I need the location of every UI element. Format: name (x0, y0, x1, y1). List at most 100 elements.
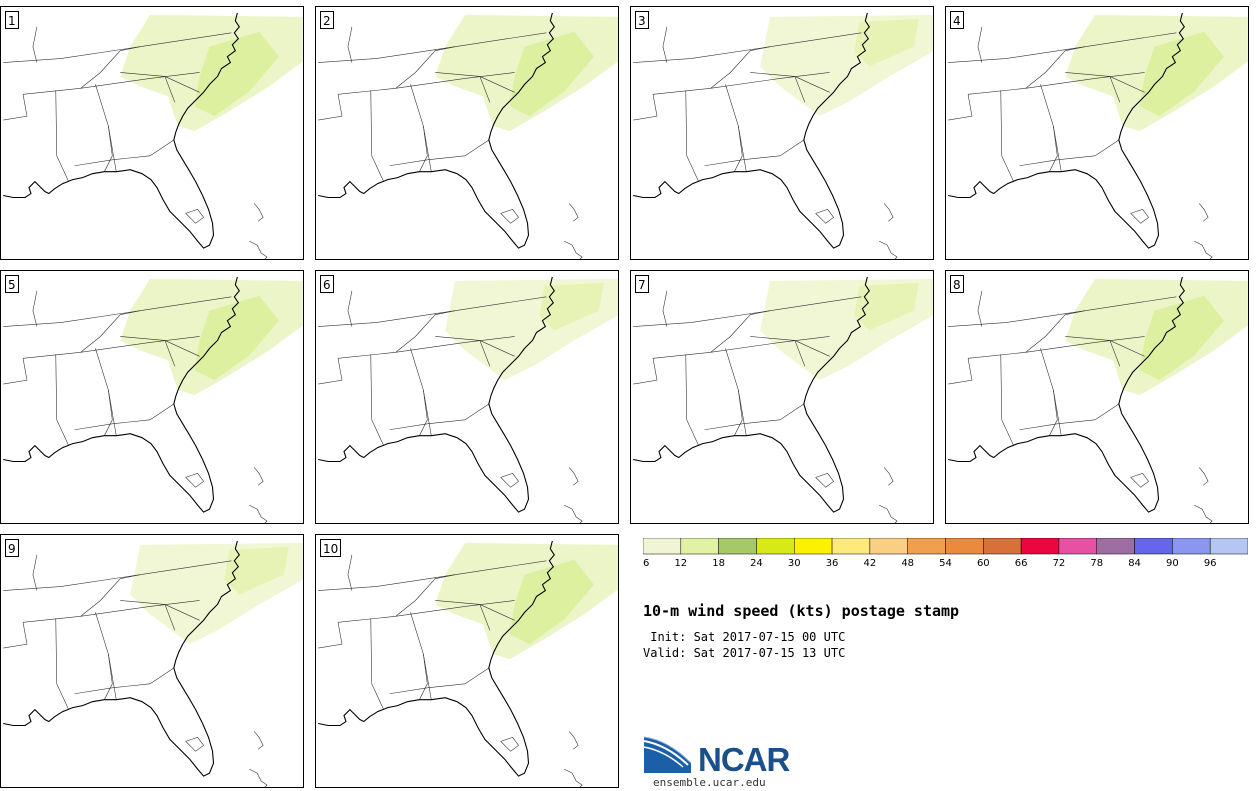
state-border (347, 554, 353, 591)
state-border (253, 467, 264, 486)
colorbar-swatch (1134, 538, 1173, 555)
colorbar-swatch (1020, 538, 1060, 555)
state-border (479, 340, 491, 367)
state-border (704, 139, 804, 167)
state-border (185, 209, 205, 224)
state-border (948, 358, 973, 385)
state-border (1040, 348, 1062, 436)
wind-speed-region (224, 546, 289, 595)
ensemble-member-panel: 10 (315, 534, 619, 788)
state-border (32, 290, 38, 327)
state-border (95, 84, 117, 172)
state-border (3, 32, 232, 63)
state-border (3, 358, 28, 385)
state-border (967, 336, 1145, 359)
state-border (1025, 46, 1086, 89)
state-border (633, 94, 658, 121)
state-border (500, 473, 520, 488)
panel-number: 7 (635, 275, 649, 293)
state-border (1019, 139, 1119, 167)
wind-speed-region (194, 295, 279, 381)
state-border (395, 574, 456, 617)
state-border (948, 32, 1177, 63)
coastline (318, 12, 555, 249)
state-border (95, 348, 117, 436)
southeast-us-map (3, 276, 303, 523)
colorbar-tick-label: 6 (643, 558, 649, 568)
state-border (74, 667, 174, 695)
wind-speed-region (854, 282, 919, 331)
state-border (410, 348, 432, 436)
state-border (395, 46, 456, 89)
state-border (318, 358, 343, 385)
state-border (22, 72, 200, 95)
state-border (1109, 340, 1121, 367)
state-border (1025, 310, 1086, 353)
state-border (564, 504, 583, 523)
state-border (32, 26, 38, 63)
coastline (3, 276, 240, 513)
state-border (734, 126, 743, 172)
panel-number: 3 (635, 11, 649, 29)
wind-speed-region (854, 18, 919, 67)
state-border (710, 46, 771, 89)
state-border (120, 600, 200, 621)
coastline (948, 276, 1185, 513)
state-border (633, 32, 862, 63)
coastline (948, 12, 1185, 249)
state-border (389, 667, 489, 695)
coastline (3, 540, 240, 777)
state-border (55, 354, 69, 446)
state-border (977, 26, 983, 63)
state-border (568, 731, 579, 750)
coastline (3, 12, 240, 249)
init-time: Init: Sat 2017-07-15 00 UTC (643, 630, 846, 644)
state-border (948, 94, 973, 121)
state-border (395, 310, 456, 353)
state-border (3, 560, 232, 591)
colorbar-swatch (718, 538, 757, 555)
state-border (32, 554, 38, 591)
wind-speed-region (509, 31, 594, 117)
state-border (1049, 126, 1058, 172)
state-border (80, 46, 141, 89)
colorbar-tick-label: 24 (750, 558, 763, 568)
state-border (662, 26, 668, 63)
state-border (725, 84, 747, 172)
colorbar-swatch (1096, 538, 1135, 555)
state-border (435, 600, 515, 621)
southeast-us-map (633, 276, 933, 523)
colorbar-swatch (1209, 538, 1248, 555)
coastline (633, 276, 870, 513)
colorbar-swatch (643, 538, 682, 555)
colorbar-swatch (1058, 538, 1097, 555)
coastline (633, 12, 870, 249)
state-border (104, 126, 113, 172)
state-border (318, 296, 547, 327)
state-border (948, 296, 1177, 327)
state-border (370, 618, 384, 710)
state-border (185, 473, 205, 488)
colorbar-swatch (869, 538, 908, 555)
colorbar-swatch (983, 538, 1022, 555)
state-border (347, 290, 353, 327)
ensemble-member-panel: 3 (630, 6, 934, 260)
colorbar-swatch (1172, 538, 1211, 555)
state-border (815, 473, 835, 488)
state-border (883, 467, 894, 486)
state-border (1065, 72, 1145, 93)
state-border (815, 209, 835, 224)
ensemble-member-panel: 4 (945, 6, 1249, 260)
state-border (164, 604, 176, 631)
state-border (419, 126, 428, 172)
state-border (80, 310, 141, 353)
ensemble-member-panel: 1 (0, 6, 304, 260)
ensemble-member-panel: 5 (0, 270, 304, 524)
state-border (249, 768, 268, 787)
state-border (1198, 467, 1209, 486)
state-border (253, 203, 264, 222)
colorbar-tick-label: 78 (1090, 558, 1103, 568)
colorbar-tick-label: 84 (1128, 558, 1141, 568)
southeast-us-map (3, 540, 303, 787)
state-border (794, 340, 806, 367)
